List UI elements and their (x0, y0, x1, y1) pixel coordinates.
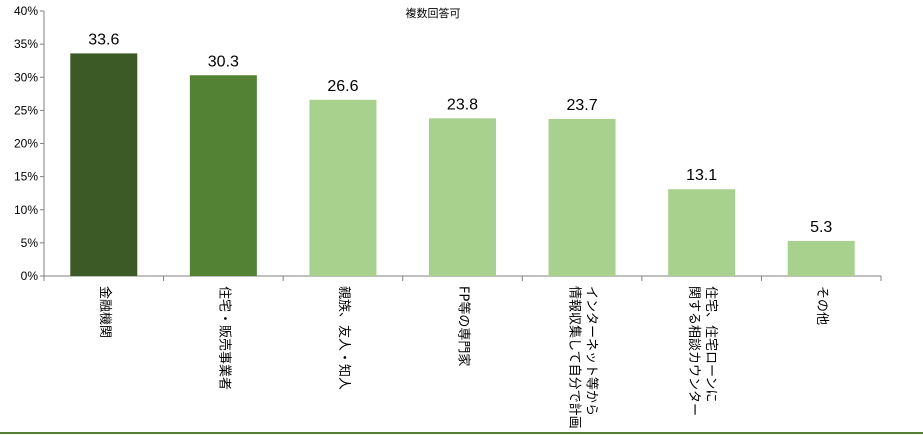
annotation-label: 複数回答可 (406, 6, 461, 20)
category-label: 住宅、住宅ローンに (703, 286, 718, 402)
bar (548, 118, 616, 276)
category-label: 親族、友人・知人 (336, 286, 352, 390)
y-tick-label: 30% (14, 70, 38, 84)
category-label: 関する相談カウンター (686, 286, 702, 416)
data-label: 23.8 (447, 96, 478, 113)
bar (429, 118, 496, 276)
y-tick-label: 25% (14, 103, 38, 117)
bar (309, 99, 377, 277)
y-tick-label: 10% (14, 203, 38, 217)
category-label: その他 (814, 286, 829, 325)
category-label: 情報収集して自分で計画 (567, 286, 583, 429)
y-tick-label: 20% (14, 137, 38, 151)
category-label: 住宅・販売事業者 (216, 286, 232, 390)
category-label: FP等の専門家 (456, 286, 472, 366)
bar (70, 53, 138, 277)
data-label: 5.3 (810, 219, 832, 236)
data-label: 33.6 (88, 31, 119, 48)
category-label: 金融機関 (97, 286, 113, 338)
y-tick-label: 0% (21, 269, 39, 283)
y-tick-label: 5% (21, 236, 39, 250)
data-label: 26.6 (327, 78, 358, 95)
bar (189, 75, 257, 276)
bar (668, 189, 736, 276)
y-tick-label: 40% (14, 4, 38, 18)
data-label: 13.1 (686, 167, 717, 184)
data-label: 30.3 (208, 53, 239, 70)
y-tick-label: 15% (14, 170, 38, 184)
category-label: インターネット等から (584, 286, 600, 416)
data-label: 23.7 (567, 97, 598, 114)
bar (787, 240, 855, 276)
y-tick-label: 35% (14, 37, 38, 51)
